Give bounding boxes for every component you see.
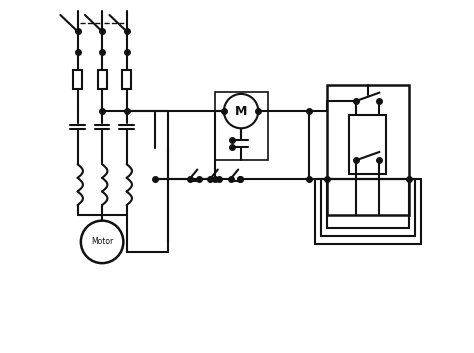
Circle shape <box>224 94 258 128</box>
Circle shape <box>81 221 123 263</box>
Bar <box>73 70 82 89</box>
Text: Motor: Motor <box>91 238 113 246</box>
Bar <box>122 70 131 89</box>
Bar <box>215 92 268 160</box>
Text: M: M <box>235 104 247 118</box>
Bar <box>327 84 409 215</box>
Bar <box>98 70 107 89</box>
